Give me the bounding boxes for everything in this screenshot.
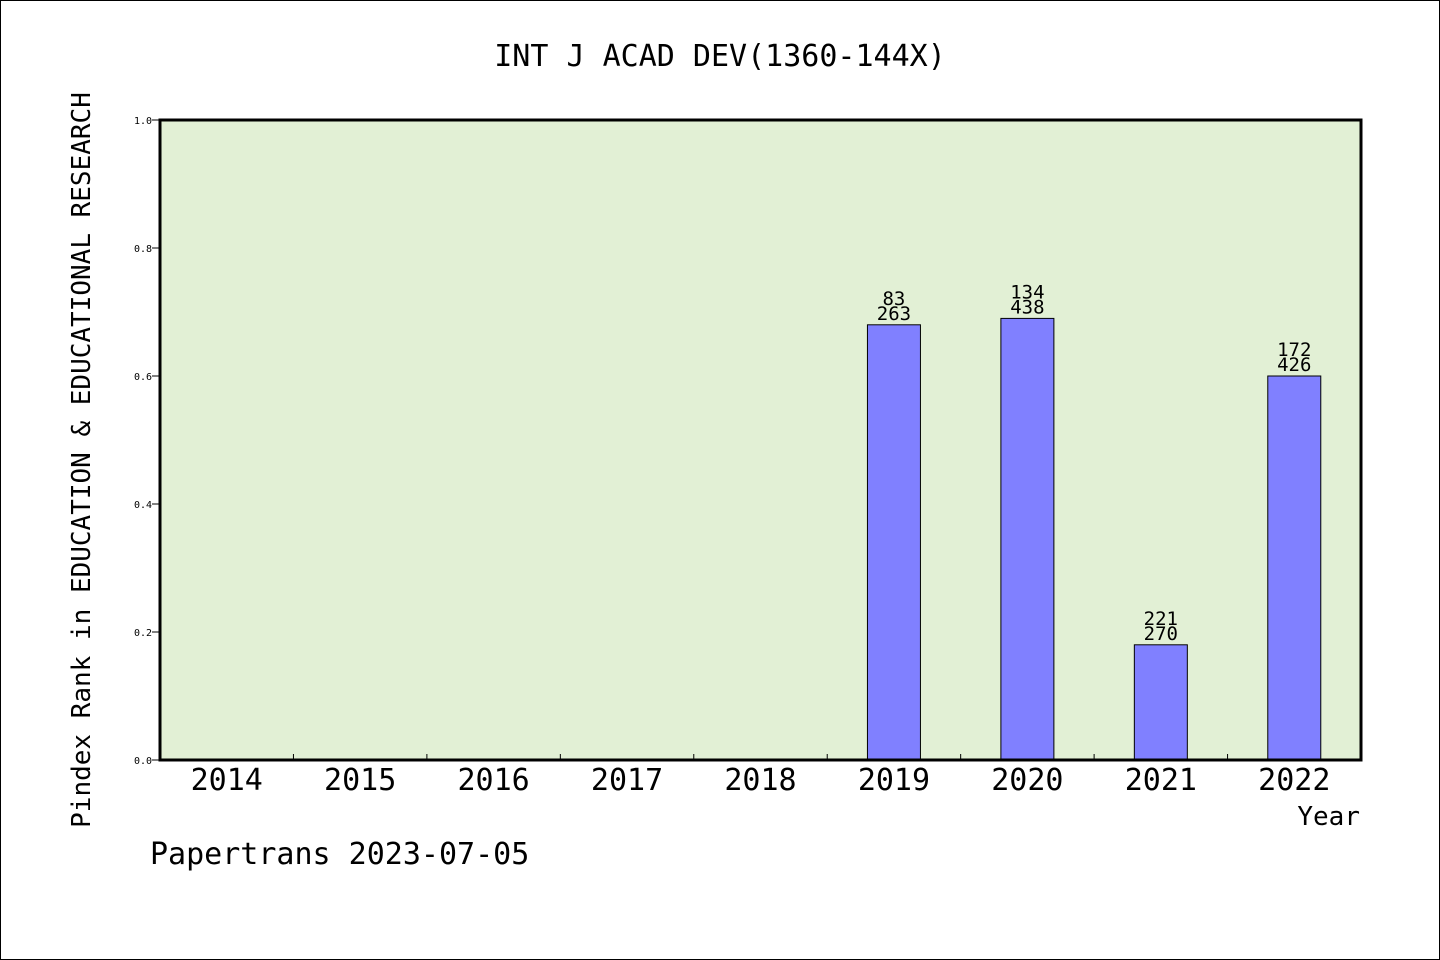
bars-group [866,317,1322,761]
plot-border [158,118,1363,762]
y-tick-label: 1.0 [134,116,152,127]
bar-label-total: 263 [877,303,911,325]
x-tick-label: 2021 [1125,763,1197,798]
y-tick-label: 0.2 [134,628,152,639]
bar-label-total: 270 [1144,623,1178,645]
bar [1133,644,1188,761]
bar [866,324,921,761]
bar-label-rank: 221 [1144,608,1178,630]
x-tick-label: 2015 [324,763,396,798]
bar [1000,317,1055,761]
x-axis-ticks: 2014 2015 2016 2017 2018 2019 2020 2021 2022 [191,754,1330,798]
x-axis-label: Year [1297,802,1360,832]
bar-label-rank: 83 [882,288,905,310]
y-tick-label: 0.8 [134,244,152,255]
bar-label-total: 426 [1277,354,1311,376]
bar [1267,375,1322,761]
y-axis-ticks: 0.0 0.2 0.4 0.6 0.8 1.0 [134,116,160,767]
y-tick-label: 0.0 [134,756,152,767]
chart-title: INT J ACAD DEV(1360-144X) [494,39,946,74]
x-tick-label: 2022 [1258,763,1330,798]
footer-credit: Papertrans 2023-07-05 [150,837,529,872]
y-axis-label: Pindex Rank in EDUCATION & EDUCATIONAL R… [67,92,97,828]
y-tick-label: 0.4 [134,500,152,511]
x-tick-label: 2017 [591,763,663,798]
x-tick-label: 2018 [724,763,796,798]
bar-label-rank: 172 [1277,339,1311,361]
bar-label-rank: 134 [1010,281,1044,303]
x-tick-label: 2014 [191,763,263,798]
y-tick-label: 0.6 [134,372,152,383]
x-tick-label: 2019 [858,763,930,798]
x-tick-label: 2020 [991,763,1063,798]
bar-label-total: 438 [1010,296,1044,318]
x-tick-label: 2016 [457,763,529,798]
